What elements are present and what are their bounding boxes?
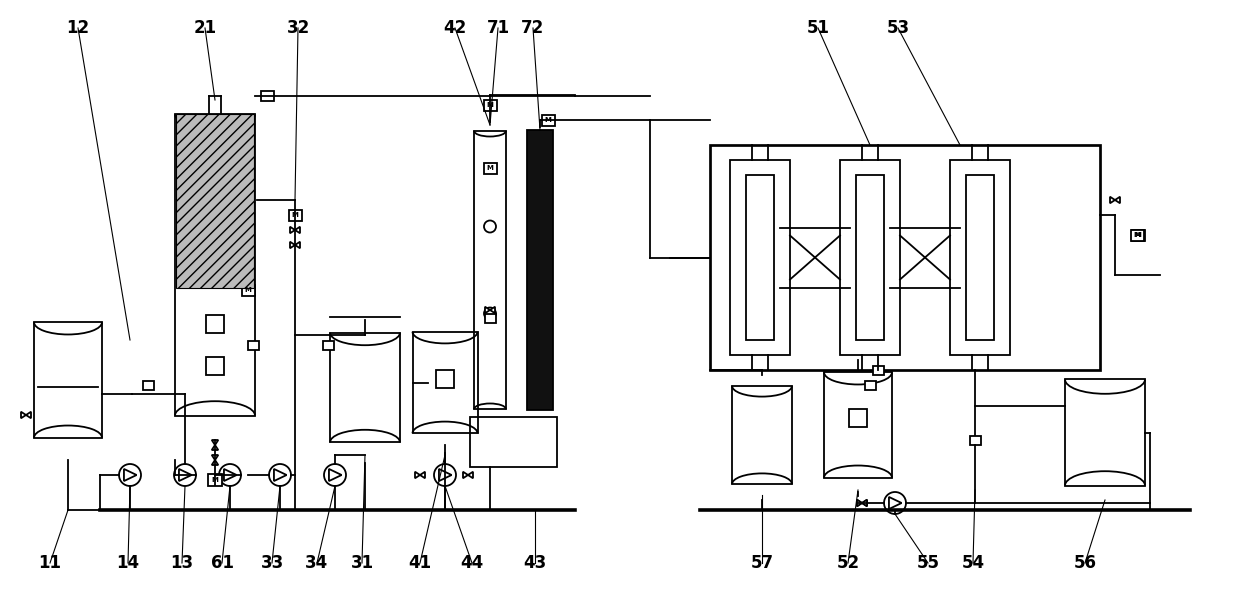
Text: M: M [244, 287, 252, 293]
Polygon shape [857, 500, 862, 506]
Text: 34: 34 [305, 554, 328, 572]
Text: 72: 72 [522, 19, 545, 37]
Bar [856, 175, 883, 340]
Bar [483, 163, 497, 174]
Text: 12: 12 [67, 19, 89, 37]
Polygon shape [862, 500, 867, 506]
Polygon shape [415, 472, 420, 478]
Polygon shape [212, 440, 218, 445]
Bar [840, 160, 900, 355]
Text: 21: 21 [193, 19, 217, 37]
Text: 41: 41 [409, 554, 431, 572]
Polygon shape [212, 460, 218, 465]
Polygon shape [1115, 197, 1120, 203]
Polygon shape [212, 445, 218, 450]
Polygon shape [862, 500, 867, 506]
Text: M: M [212, 477, 218, 483]
Text: 53: 53 [886, 19, 909, 37]
Bar [969, 436, 980, 445]
Polygon shape [468, 472, 473, 478]
Bar [330, 333, 400, 442]
Text: 61: 61 [211, 554, 233, 572]
Bar [413, 332, 477, 433]
Bar [865, 381, 876, 390]
Polygon shape [857, 500, 862, 506]
Bar [730, 160, 790, 355]
Polygon shape [26, 412, 31, 418]
Text: 42: 42 [444, 19, 467, 37]
Polygon shape [489, 307, 496, 313]
Text: 31: 31 [351, 554, 374, 572]
Bar [1130, 229, 1144, 241]
Bar [966, 175, 994, 340]
Polygon shape [295, 242, 300, 248]
Bar [475, 131, 506, 409]
Polygon shape [484, 307, 489, 313]
Bar [242, 284, 254, 295]
Polygon shape [1110, 197, 1115, 203]
Text: 55: 55 [917, 554, 939, 572]
Bar [849, 410, 867, 427]
Bar [527, 130, 553, 410]
Bar [1066, 379, 1145, 486]
Bar [206, 358, 224, 375]
Bar [206, 315, 224, 333]
Bar [710, 145, 1100, 370]
Polygon shape [290, 242, 295, 248]
Bar [248, 341, 259, 350]
Text: 14: 14 [116, 554, 140, 572]
Bar [732, 386, 792, 484]
Text: 44: 44 [461, 554, 483, 572]
Polygon shape [463, 472, 468, 478]
Polygon shape [295, 227, 300, 234]
Bar [142, 381, 154, 390]
Polygon shape [21, 412, 26, 418]
Bar [950, 160, 1010, 355]
Bar [746, 175, 774, 340]
Text: 56: 56 [1073, 554, 1097, 572]
Bar [289, 209, 301, 220]
Bar [484, 313, 496, 322]
Bar [470, 417, 558, 467]
Polygon shape [290, 227, 295, 234]
Polygon shape [420, 472, 425, 478]
Text: 11: 11 [38, 554, 62, 572]
Bar [824, 372, 892, 478]
Text: 43: 43 [523, 554, 546, 572]
Text: 54: 54 [961, 554, 985, 572]
Bar [483, 99, 497, 111]
Text: M: M [1134, 232, 1140, 238]
Text: M: M [1135, 232, 1141, 238]
Text: 51: 51 [807, 19, 829, 37]
Bar [322, 341, 333, 350]
Text: M: M [545, 117, 551, 123]
Bar [1131, 229, 1145, 241]
Bar [176, 114, 254, 288]
Text: 71: 71 [487, 19, 509, 37]
Polygon shape [212, 455, 218, 460]
Text: 13: 13 [171, 554, 193, 572]
Bar [872, 365, 883, 374]
Text: M: M [291, 212, 299, 218]
Text: 57: 57 [751, 554, 773, 572]
Bar [175, 114, 255, 416]
Bar [260, 91, 274, 101]
Bar [33, 322, 102, 438]
Bar [436, 370, 453, 388]
Text: 33: 33 [260, 554, 284, 572]
Text: 32: 32 [286, 19, 310, 37]
Bar [541, 114, 555, 125]
Text: M: M [487, 165, 493, 171]
Text: 52: 52 [836, 554, 860, 572]
Text: M: M [487, 102, 493, 108]
Bar [208, 474, 222, 486]
